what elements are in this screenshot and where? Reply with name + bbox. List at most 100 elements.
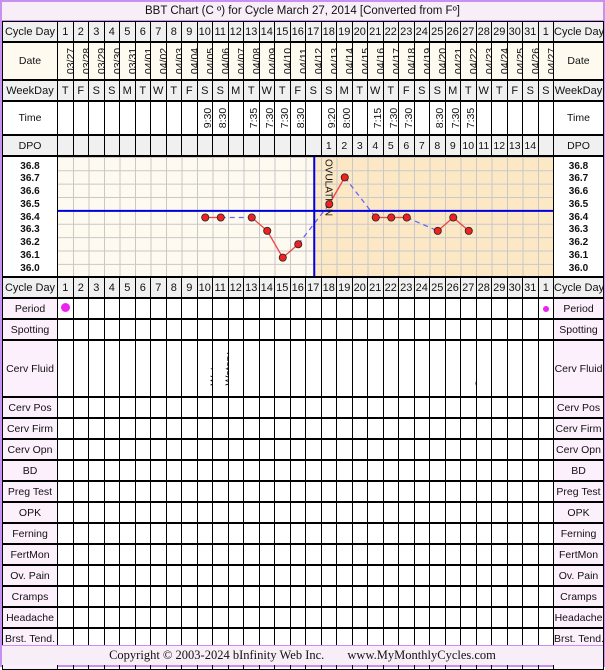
cervpos-cell[interactable] (522, 396, 539, 419)
dpo-row-cell[interactable]: 11 (475, 134, 492, 157)
period-cell[interactable] (336, 297, 353, 320)
time-row-cell[interactable] (119, 100, 136, 136)
cervfirm-cell[interactable] (336, 417, 353, 440)
spotting-cell[interactable] (88, 318, 105, 341)
ovpain-cell[interactable] (243, 564, 260, 587)
ferning-cell[interactable] (289, 522, 306, 545)
cervpos-cell[interactable] (181, 396, 198, 419)
time-row-cell[interactable] (305, 100, 322, 136)
weekday-row-cell[interactable]: S (413, 79, 430, 102)
cervopn-cell[interactable] (382, 438, 399, 461)
cramps-cell[interactable] (165, 585, 182, 608)
preg-cell[interactable] (274, 480, 291, 503)
headache-cell[interactable] (258, 606, 275, 629)
time-row-cell[interactable] (491, 100, 508, 136)
weekday-row-cell[interactable]: T (274, 79, 291, 102)
cervopn-cell[interactable] (460, 438, 477, 461)
spotting-cell[interactable] (506, 318, 523, 341)
weekday-row-cell[interactable]: T (460, 79, 477, 102)
ferning-cell[interactable] (351, 522, 368, 545)
cervpos-cell[interactable] (150, 396, 167, 419)
cycle-day-row-cell[interactable]: 3 (88, 21, 105, 43)
ferning-cell[interactable] (119, 522, 136, 545)
dpo-row-cell[interactable]: 5 (382, 134, 399, 157)
ferning-cell[interactable] (72, 522, 89, 545)
dpo-row-cell[interactable] (305, 134, 322, 157)
cycle-day-row-cell[interactable]: 5 (119, 21, 136, 43)
opk-cell[interactable] (429, 501, 446, 524)
cycle-day-row-cell[interactable]: 9 (181, 21, 198, 43)
cervpos-cell[interactable] (274, 396, 291, 419)
opk-cell[interactable] (196, 501, 213, 524)
ovpain-cell[interactable] (103, 564, 120, 587)
cervopn-cell[interactable] (134, 438, 151, 461)
cervfirm-cell[interactable] (227, 417, 244, 440)
cervpos-cell[interactable] (491, 396, 508, 419)
cervfirm-cell[interactable] (258, 417, 275, 440)
fluid-cell[interactable] (227, 339, 244, 398)
bd-cell[interactable] (134, 459, 151, 482)
opk-cell[interactable] (475, 501, 492, 524)
dpo-row-cell[interactable] (119, 134, 136, 157)
opk-cell[interactable] (522, 501, 539, 524)
dpo-row-cell[interactable]: 4 (367, 134, 384, 157)
cycle-day-row-bottom-cell[interactable]: 29 (491, 276, 508, 299)
period-cell[interactable] (475, 297, 492, 320)
ovpain-cell[interactable] (134, 564, 151, 587)
headache-cell[interactable] (460, 606, 477, 629)
cervpos-cell[interactable] (103, 396, 120, 419)
opk-cell[interactable] (150, 501, 167, 524)
spotting-cell[interactable] (119, 318, 136, 341)
cycle-day-row-cell[interactable]: 2 (72, 21, 89, 43)
weekday-row-cell[interactable]: S (212, 79, 229, 102)
spotting-cell[interactable] (227, 318, 244, 341)
cramps-cell[interactable] (57, 585, 74, 608)
dpo-row-cell[interactable] (181, 134, 198, 157)
fertmon-cell[interactable] (196, 543, 213, 566)
fluid-cell[interactable] (165, 339, 182, 398)
cramps-cell[interactable] (429, 585, 446, 608)
cervopn-cell[interactable] (367, 438, 384, 461)
opk-cell[interactable] (460, 501, 477, 524)
time-row-cell[interactable]: 9:30 (196, 100, 213, 136)
spotting-cell[interactable] (72, 318, 89, 341)
opk-cell[interactable] (274, 501, 291, 524)
headache-cell[interactable] (274, 606, 291, 629)
ferning-cell[interactable] (382, 522, 399, 545)
date-row-cell[interactable]: 04/07 (227, 41, 244, 81)
bd-cell[interactable] (413, 459, 430, 482)
cycle-day-row-bottom-cell[interactable]: 10 (196, 276, 213, 299)
fluid-cell[interactable] (305, 339, 322, 398)
spotting-cell[interactable] (491, 318, 508, 341)
spotting-cell[interactable] (413, 318, 430, 341)
dpo-row-cell[interactable] (72, 134, 89, 157)
cervfirm-cell[interactable] (305, 417, 322, 440)
dpo-row-cell[interactable]: 12 (491, 134, 508, 157)
bd-cell[interactable] (382, 459, 399, 482)
cervfirm-cell[interactable] (522, 417, 539, 440)
dpo-row-cell[interactable] (165, 134, 182, 157)
bd-cell[interactable] (522, 459, 539, 482)
cervpos-cell[interactable] (460, 396, 477, 419)
weekday-row-cell[interactable]: T (243, 79, 260, 102)
date-row-cell[interactable]: 04/05 (196, 41, 213, 81)
ovpain-cell[interactable] (413, 564, 430, 587)
preg-cell[interactable] (320, 480, 337, 503)
cervpos-cell[interactable] (382, 396, 399, 419)
ferning-cell[interactable] (320, 522, 337, 545)
weekday-row-cell[interactable]: M (336, 79, 353, 102)
cycle-day-row-cell[interactable]: 28 (475, 21, 492, 43)
bd-cell[interactable] (165, 459, 182, 482)
bd-cell[interactable] (460, 459, 477, 482)
fluid-cell[interactable] (119, 339, 136, 398)
cervfirm-cell[interactable] (212, 417, 229, 440)
ferning-cell[interactable] (429, 522, 446, 545)
date-row-cell[interactable]: 04/04 (181, 41, 198, 81)
cervpos-cell[interactable] (57, 396, 74, 419)
cycle-day-row-bottom-cell[interactable]: 27 (460, 276, 477, 299)
date-row-cell[interactable]: 03/27 (57, 41, 74, 81)
preg-cell[interactable] (181, 480, 198, 503)
cramps-cell[interactable] (196, 585, 213, 608)
ferning-cell[interactable] (274, 522, 291, 545)
cramps-cell[interactable] (181, 585, 198, 608)
